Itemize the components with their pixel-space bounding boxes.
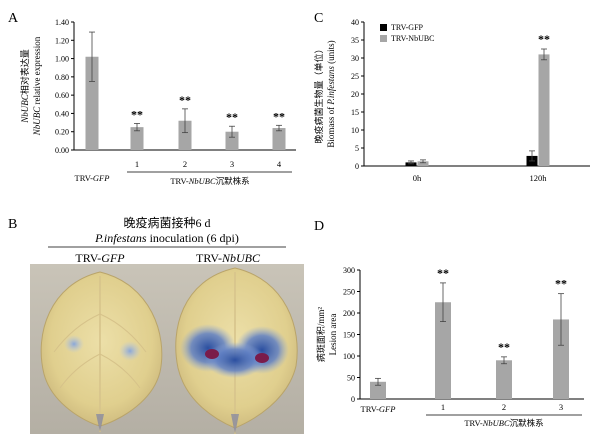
panel-b-letter: B: [8, 217, 17, 232]
chart-d-bar: [553, 319, 569, 399]
chart-c-bar: [538, 54, 550, 166]
chart-d-x-tick-label: 2: [502, 402, 506, 412]
chart-a-bar: [225, 131, 239, 150]
chart-d-y-tick-label: 200: [343, 309, 355, 318]
chart-d: D 0 50 100 150 200 250 300 ** ** ** TRV-GFP 1 2 3 TRV-…: [314, 219, 584, 428]
chart-d-plot: 0 50 100 150 200 250 300 ** ** ** TRV-GFP 1 2 3 TRV-Nb…: [315, 266, 584, 428]
chart-d-significance: **: [555, 277, 567, 291]
chart-d-y-label: 病斑面积/mm²: [315, 307, 326, 363]
chart-c-significance: **: [538, 32, 550, 46]
chart-c-y-tick-label: 15: [351, 108, 359, 117]
panel-d-letter: D: [314, 219, 324, 234]
panel-b-title-en: P.infestans inoculation (6 dpi): [94, 231, 239, 245]
chart-c-y-label: 晚疫病菌生物量（单位）: [313, 44, 324, 143]
chart-d-x-tick-label: TRV-GFP: [361, 404, 396, 414]
chart-c-y-tick-label: 0: [355, 162, 359, 171]
chart-a-x-tick-label: 3: [230, 159, 234, 169]
chart-d-y-tick-label: 300: [343, 266, 355, 275]
chart-c-y-label: Biomass of P.infestans (units): [326, 40, 336, 147]
chart-c: C 0 5 10 15 20 25 30 35 40 0h ** 120h TRV-GFP TRV-NbU…: [313, 11, 590, 183]
panel-a-letter: A: [8, 11, 19, 26]
chart-d-y-tick-label: 0: [351, 395, 355, 404]
chart-c-legend-label: TRV-NbUBC: [391, 34, 435, 43]
chart-d-y-tick-label: 50: [347, 374, 355, 383]
chart-d-y-label: Lesion area: [328, 314, 338, 356]
chart-a-bar: [272, 128, 286, 150]
chart-c-legend-swatch: [380, 24, 387, 31]
chart-d-y-tick-label: 150: [343, 331, 355, 340]
chart-a: A 0.00 0.20 0.40 0.60 0.80 1.00 1.20 1.40 ** ** **…: [8, 11, 296, 186]
panel-b-title-cn: 晚疫病菌接种6 d: [123, 215, 210, 230]
chart-a-y-tick-label: 0.60: [55, 91, 69, 100]
chart-c-legend-swatch: [380, 35, 387, 42]
chart-a-y-label: NbUBC相对表达量: [19, 49, 30, 124]
chart-a-significance: **: [131, 107, 143, 121]
leaf-right-label: TRV-NbUBC: [196, 251, 261, 264]
chart-a-bar: [85, 56, 99, 150]
chart-d-bar: [496, 360, 512, 399]
chart-c-y-tick-label: 40: [351, 18, 359, 27]
chart-c-bar: [417, 161, 429, 166]
chart-c-plot: 0 5 10 15 20 25 30 35 40 0h ** 120h TRV-GFP TRV-NbUBC…: [313, 18, 590, 183]
chart-a-x-tick-label: 4: [277, 159, 282, 169]
chart-a-bar: [178, 120, 192, 150]
chart-a-x-tick-label: 1: [135, 159, 139, 169]
chart-a-y-label: NbUBC relative expression: [32, 36, 42, 136]
chart-d-bar: [435, 302, 451, 399]
chart-c-y-tick-label: 10: [351, 126, 359, 135]
chart-d-x-tick-label: 1: [441, 402, 445, 412]
chart-a-y-tick-label: 1.40: [55, 18, 69, 27]
leaf-photo-drawing: [40, 267, 298, 434]
chart-d-significance: **: [498, 340, 510, 354]
chart-d-x-tick-label: 3: [559, 402, 563, 412]
chart-a-significance: **: [226, 110, 238, 124]
chart-c-y-tick-label: 35: [351, 36, 359, 45]
leaf-trv-nbubc: [175, 267, 298, 434]
chart-d-y-tick-label: 250: [343, 288, 355, 297]
chart-a-y-tick-label: 0.00: [55, 146, 69, 155]
leaf-photo: [30, 264, 304, 434]
chart-a-y-tick-label: 0.40: [55, 109, 69, 118]
chart-a-y-tick-label: 0.80: [55, 73, 69, 82]
leaf-trv-gfp: [40, 271, 163, 432]
leaf-left-label: TRV-GFP: [75, 251, 125, 264]
chart-a-bar: [130, 127, 144, 150]
panel-b-header: B 晚疫病菌接种6 d P.infestans inoculation (6 d…: [8, 215, 286, 264]
chart-d-y-tick-label: 100: [343, 352, 355, 361]
chart-a-significance: **: [273, 109, 285, 123]
chart-a-x-tick-label: TRV-GFP: [75, 173, 110, 183]
chart-d-bar: [370, 381, 386, 399]
chart-c-x-tick-label: 120h: [530, 173, 548, 183]
chart-a-y-tick-label: 1.00: [55, 55, 69, 64]
chart-d-group-label: TRV-NbUBC沉默株系: [464, 418, 543, 428]
chart-a-plot: 0.00 0.20 0.40 0.60 0.80 1.00 1.20 1.40 ** ** ** **…: [19, 18, 296, 186]
chart-c-y-tick-label: 30: [351, 54, 359, 63]
chart-c-y-tick-label: 5: [355, 144, 359, 153]
chart-c-y-tick-label: 20: [351, 90, 359, 99]
chart-c-x-tick-label: 0h: [413, 173, 422, 183]
panel-c-letter: C: [314, 11, 323, 26]
chart-a-significance: **: [179, 93, 191, 107]
chart-a-group-label: TRV-NbUBC沉默株系: [170, 176, 249, 186]
chart-c-y-tick-label: 25: [351, 72, 359, 81]
chart-c-legend-label: TRV-GFP: [391, 23, 424, 32]
chart-a-y-tick-label: 0.20: [55, 128, 69, 137]
chart-a-x-tick-label: 2: [183, 159, 187, 169]
chart-d-significance: **: [437, 266, 449, 280]
chart-a-y-tick-label: 1.20: [55, 36, 69, 45]
